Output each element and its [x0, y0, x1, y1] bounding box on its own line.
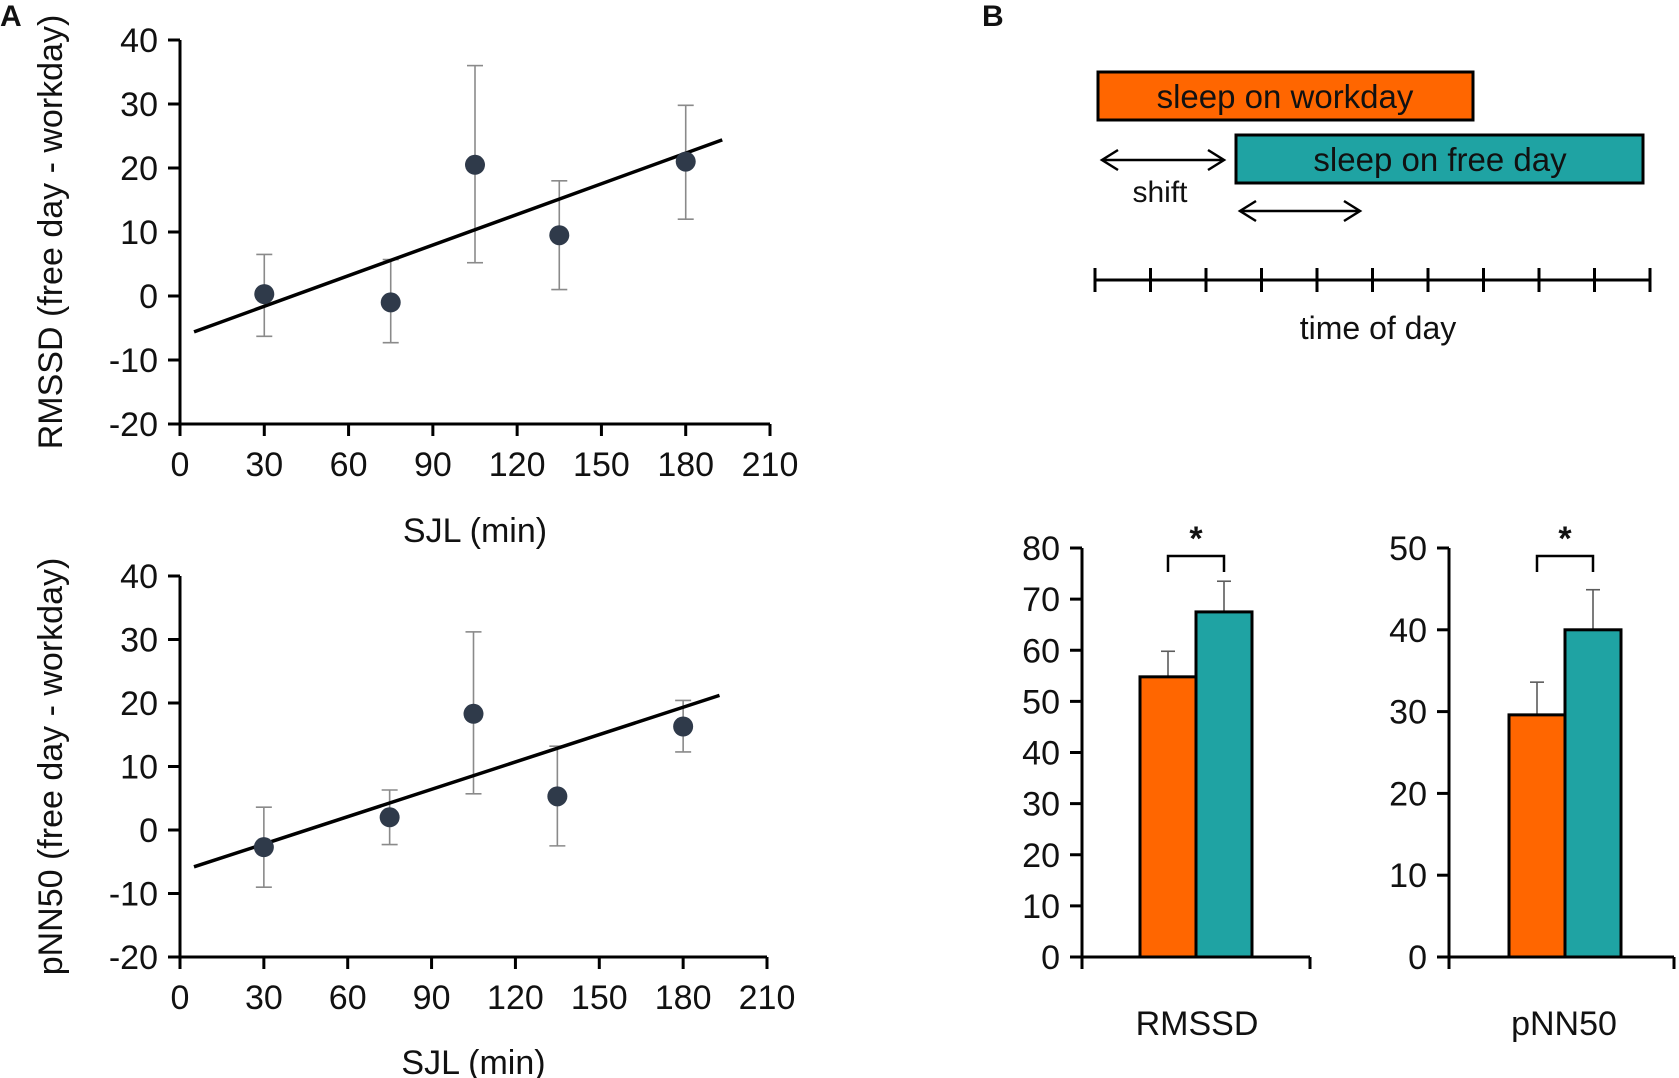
y-tick-label: 0 [139, 278, 158, 316]
x-tick-label: 0 [171, 979, 190, 1017]
y-tick-label: -10 [109, 876, 158, 914]
y-tick-label: 40 [120, 22, 158, 60]
x-tick-label: 120 [489, 446, 546, 484]
y-tick-label: 0 [1041, 939, 1060, 977]
data-point [254, 284, 275, 305]
y-tick-label: 40 [120, 558, 158, 596]
data-point [675, 151, 696, 172]
free-day-bar [1194, 610, 1254, 959]
significance-star: * [1558, 520, 1572, 558]
pnn50-bar-chart: 0 10 20 30 40 50 pNN50 * [1389, 520, 1676, 1043]
workday-bar [1507, 713, 1567, 959]
rmssd-bar-chart: 0 10 20 30 40 50 60 70 80 RMSSD * [1022, 520, 1312, 1043]
x-category-label: pNN50 [1511, 1005, 1617, 1043]
data-point [380, 292, 401, 313]
y-tick-label: 30 [1022, 786, 1060, 824]
x-tick-label: 60 [330, 446, 368, 484]
data-point [465, 154, 485, 175]
x-tick-label: 30 [245, 979, 283, 1017]
shift-duration-arrow [1237, 199, 1363, 223]
y-tick-label: 20 [120, 685, 158, 723]
y-tick-label: 30 [120, 86, 158, 124]
y-tick-label: 80 [1022, 530, 1060, 568]
data-point [463, 703, 484, 724]
y-tick-label: 30 [120, 622, 158, 660]
panel-label-b: B [982, 0, 1004, 33]
panel-label-a: A [0, 0, 22, 33]
significance-bracket [1166, 554, 1226, 572]
y-tick-label: 30 [1389, 694, 1427, 732]
time-of-day-axis [1093, 268, 1652, 292]
workday-bar [1138, 675, 1198, 959]
y-tick-label: 40 [1022, 735, 1060, 773]
x-tick-label: 90 [413, 979, 451, 1017]
y-tick-label: -20 [109, 406, 158, 444]
x-tick-label: 210 [739, 979, 796, 1017]
rmssd-scatter-chart: -20 -10 0 10 20 30 40 0 30 60 90 120 150 180 210 SJL (m… [32, 15, 798, 550]
significance-star: * [1189, 520, 1203, 558]
data-point [549, 225, 570, 246]
y-tick-label: 70 [1022, 581, 1060, 619]
y-tick-label: -10 [109, 342, 158, 380]
y-tick-label: 10 [120, 749, 158, 787]
significance-bracket [1535, 554, 1595, 572]
x-category-label: RMSSD [1136, 1005, 1259, 1043]
y-axis-title: pNN50 (free day - workday) [32, 558, 70, 976]
free-day-sleep-label: sleep on free day [1313, 141, 1567, 178]
x-axis-title: SJL (min) [403, 512, 547, 550]
x-tick-label: 210 [742, 446, 799, 484]
y-tick-label: 10 [120, 214, 158, 252]
y-tick-label: 20 [120, 150, 158, 188]
trend-line [193, 138, 723, 334]
y-tick-label: 50 [1389, 530, 1427, 568]
data-point [253, 837, 274, 858]
workday-sleep-label: sleep on workday [1157, 78, 1414, 115]
trend-line [193, 693, 721, 869]
y-tick-label: -20 [109, 939, 158, 977]
x-tick-label: 90 [414, 446, 452, 484]
y-tick-label: 40 [1389, 612, 1427, 650]
y-tick-label: 10 [1022, 888, 1060, 926]
y-tick-label: 60 [1022, 632, 1060, 670]
y-tick-label: 0 [1408, 939, 1427, 977]
shift-label: shift [1132, 176, 1188, 209]
data-point [673, 716, 694, 737]
data-point [547, 786, 568, 807]
free-day-sleep-box [1234, 133, 1645, 185]
x-tick-label: 60 [329, 979, 367, 1017]
y-tick-label: 20 [1022, 837, 1060, 875]
y-axis-title: RMSSD (free day - workday) [32, 15, 70, 450]
x-tick-label: 150 [571, 979, 628, 1017]
x-tick-label: 180 [655, 979, 712, 1017]
data-point [379, 807, 400, 828]
sleep-timing-diagram: sleep on workday sleep on free day shift… [1093, 70, 1652, 346]
x-tick-label: 0 [171, 446, 190, 484]
y-tick-label: 20 [1389, 775, 1427, 813]
x-axis-title: SJL (min) [401, 1044, 545, 1078]
shift-arrow [1099, 148, 1227, 172]
x-tick-label: 120 [487, 979, 544, 1017]
x-tick-label: 150 [573, 446, 630, 484]
y-tick-label: 0 [139, 812, 158, 850]
workday-sleep-box [1096, 70, 1475, 122]
free-day-bar [1563, 628, 1623, 959]
y-tick-label: 10 [1389, 857, 1427, 895]
time-of-day-label: time of day [1300, 310, 1457, 346]
pnn50-scatter-chart: -20 -10 0 10 20 30 40 0 30 60 90 120 150 180 210 SJL (m… [32, 558, 795, 1078]
x-tick-label: 180 [657, 446, 714, 484]
y-tick-label: 50 [1022, 683, 1060, 721]
x-tick-label: 30 [245, 446, 283, 484]
